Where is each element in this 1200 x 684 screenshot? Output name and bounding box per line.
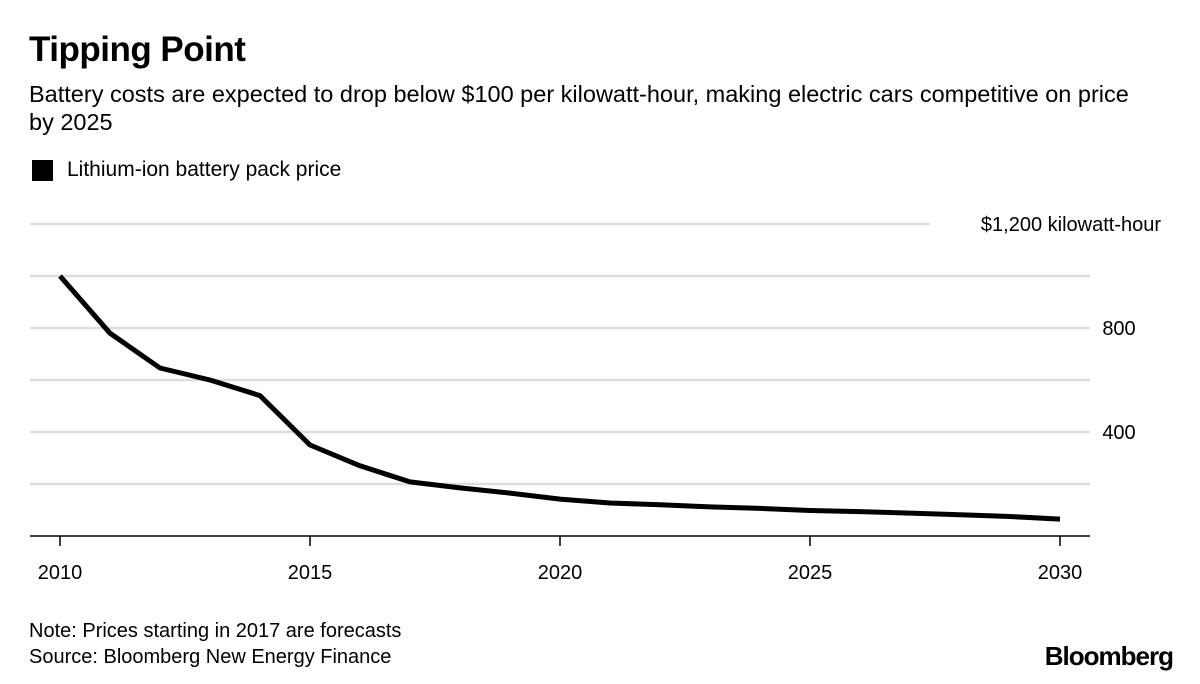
series-line-0 — [58, 274, 1061, 522]
x-tick-label: 2015 — [288, 562, 333, 584]
y-tick-label: 800 — [1102, 318, 1135, 340]
x-tick-label: 2020 — [538, 562, 583, 584]
x-tick-label: 2030 — [1038, 562, 1083, 584]
x-axis-labels: 2010 2015 2020 2025 2030 — [38, 562, 1083, 584]
chart-subtitle: Battery costs are expected to drop below… — [29, 81, 1129, 135]
y-axis-labels: $1,200 kilowatt-hour 800 400 — [981, 214, 1161, 444]
bloomberg-logo: Bloomberg — [1044, 641, 1174, 671]
note-text: Note: Prices starting in 2017 are foreca… — [29, 620, 402, 642]
legend: Lithium-ion battery pack price — [32, 158, 341, 182]
chart-title: Tipping Point — [29, 30, 246, 69]
legend-label: Lithium-ion battery pack price — [67, 158, 342, 181]
x-axis-ticks — [59, 536, 1061, 546]
y-tick-label: 400 — [1102, 422, 1135, 444]
series-group — [58, 274, 1061, 522]
y-tick-label: $1,200 kilowatt-hour — [981, 214, 1161, 236]
x-tick-label: 2010 — [38, 562, 83, 584]
source-text: Source: Bloomberg New Energy Finance — [29, 646, 392, 668]
x-tick-label: 2025 — [788, 562, 833, 584]
gridlines — [30, 222, 1090, 486]
legend-swatch — [32, 159, 53, 181]
footnote: Note: Prices starting in 2017 are foreca… — [29, 618, 401, 670]
